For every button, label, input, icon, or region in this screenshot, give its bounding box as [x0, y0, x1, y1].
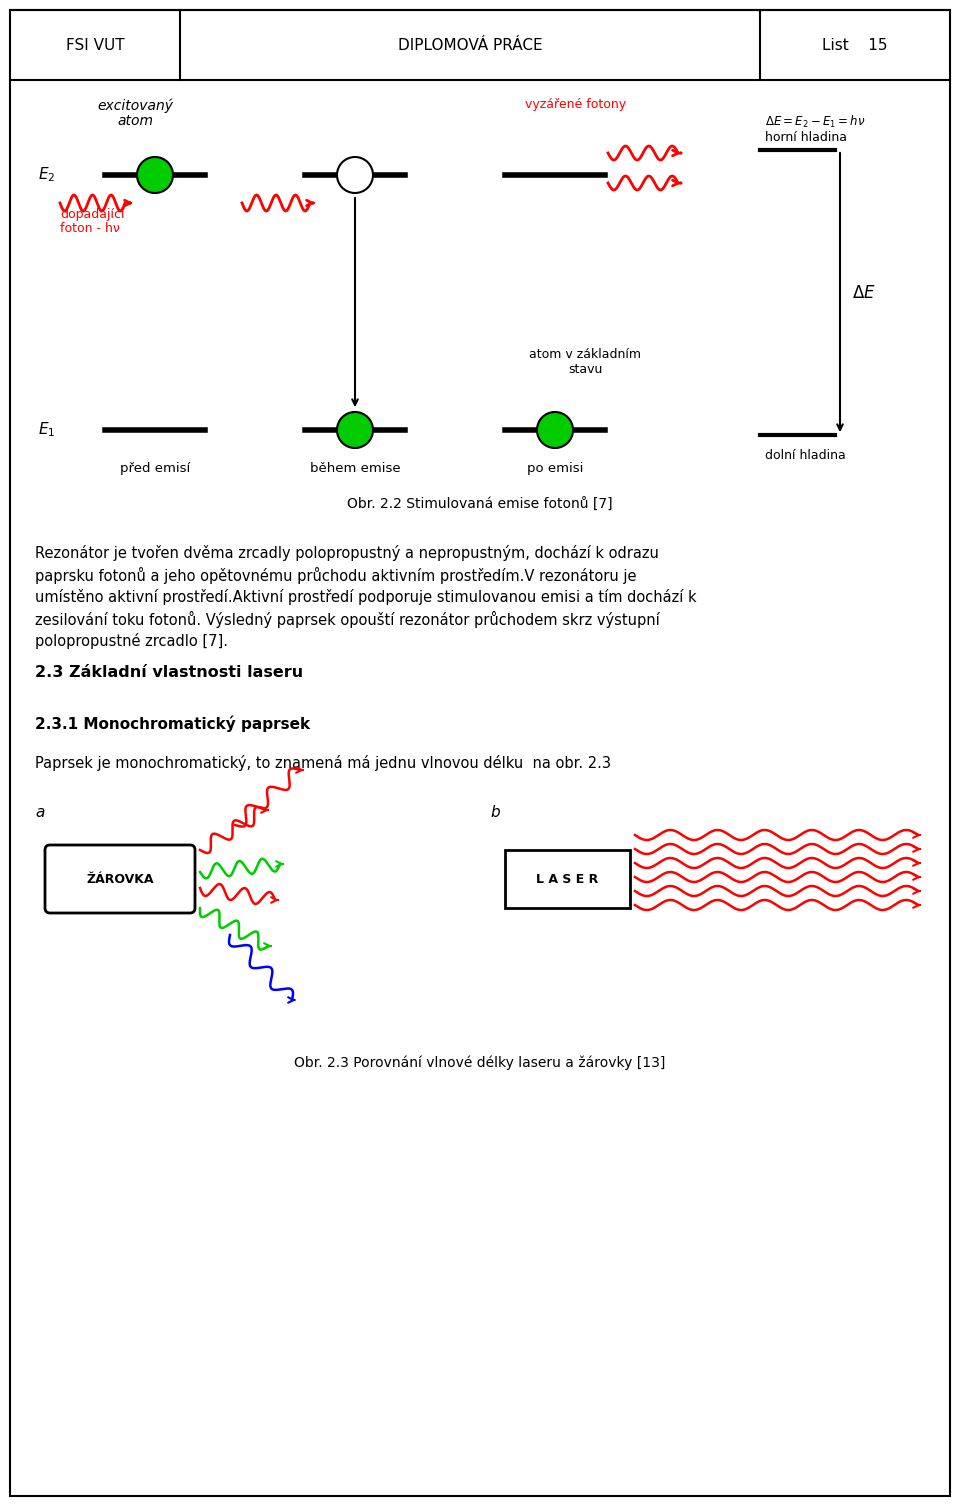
- Text: stavu: stavu: [567, 363, 602, 376]
- Text: b: b: [490, 806, 499, 819]
- Text: excitovaný: excitovaný: [97, 98, 173, 113]
- Text: paprsku fotonů a jeho opětovnému průchodu aktivním prostředím.V rezonátoru je: paprsku fotonů a jeho opětovnému průchod…: [35, 566, 636, 584]
- Circle shape: [537, 413, 573, 447]
- Text: dolní hladina: dolní hladina: [765, 449, 846, 461]
- Text: a: a: [35, 806, 44, 819]
- Text: polopropustné zrcadlo [7].: polopropustné zrcadlo [7].: [35, 633, 228, 649]
- Text: List    15: List 15: [823, 38, 888, 53]
- Text: Paprsek je monochromatický, to znamená má jednu vlnovou délku  na obr. 2.3: Paprsek je monochromatický, to znamená m…: [35, 755, 611, 771]
- Text: dopadající: dopadající: [60, 208, 125, 221]
- Text: během emise: během emise: [310, 462, 400, 474]
- Text: FSI VUT: FSI VUT: [65, 38, 124, 53]
- Text: vyzářené fotony: vyzářené fotony: [525, 98, 626, 111]
- Text: po emisi: po emisi: [527, 462, 583, 474]
- Text: atom: atom: [117, 114, 153, 128]
- Text: atom v základním: atom v základním: [529, 348, 641, 361]
- Text: L A S E R: L A S E R: [537, 872, 599, 886]
- Text: 2.3 Základní vlastnosti laseru: 2.3 Základní vlastnosti laseru: [35, 666, 303, 681]
- Text: před emisí: před emisí: [120, 462, 190, 474]
- Text: Obr. 2.2 Stimulovaná emise fotonů [7]: Obr. 2.2 Stimulovaná emise fotonů [7]: [348, 498, 612, 512]
- Text: DIPLOMOVÁ PRÁCE: DIPLOMOVÁ PRÁCE: [397, 38, 542, 53]
- FancyBboxPatch shape: [505, 849, 630, 908]
- Text: zesilování toku fotonů. Výsledný paprsek opouští rezonátor průchodem skrz výstup: zesilování toku fotonů. Výsledný paprsek…: [35, 611, 660, 628]
- Text: ŽÁROVKA: ŽÁROVKA: [86, 872, 154, 886]
- Text: Rezonátor je tvořen dvěma zrcadly polopropustný a nepropustným, dochází k odrazu: Rezonátor je tvořen dvěma zrcadly polopr…: [35, 545, 659, 562]
- Text: $\Delta E$: $\Delta E$: [852, 283, 876, 301]
- Circle shape: [337, 157, 373, 193]
- Text: foton - hν: foton - hν: [60, 221, 120, 235]
- Text: Obr. 2.3 Porovnání vlnové délky laseru a žárovky [13]: Obr. 2.3 Porovnání vlnové délky laseru a…: [295, 1056, 665, 1069]
- Circle shape: [337, 413, 373, 447]
- Text: $E_2$: $E_2$: [38, 166, 56, 184]
- FancyBboxPatch shape: [45, 845, 195, 913]
- Text: umístěno aktivní prostředí.Aktivní prostředí podporuje stimulovanou emisi a tím : umístěno aktivní prostředí.Aktivní prost…: [35, 589, 697, 605]
- Text: horní hladina: horní hladina: [765, 131, 847, 143]
- Text: $E_1$: $E_1$: [38, 420, 56, 440]
- Text: $\Delta E=E_2-E_1=h\nu$: $\Delta E=E_2-E_1=h\nu$: [765, 114, 866, 130]
- Circle shape: [137, 157, 173, 193]
- Text: 2.3.1 Monochromatický paprsek: 2.3.1 Monochromatický paprsek: [35, 715, 310, 732]
